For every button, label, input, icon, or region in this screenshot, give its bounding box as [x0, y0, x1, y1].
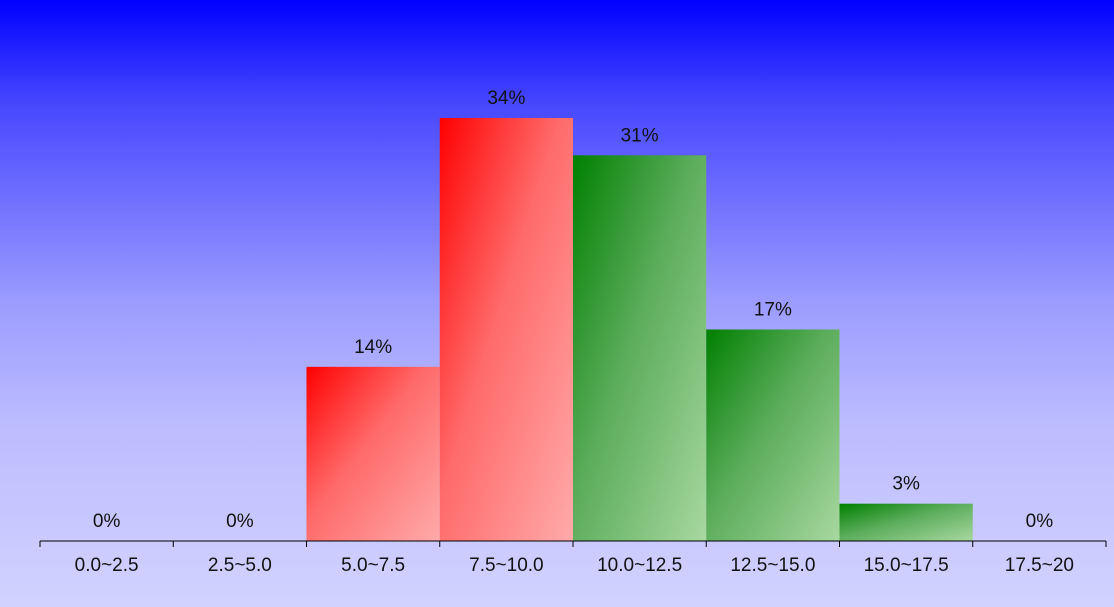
- bar-7.5~10.0: [439, 118, 573, 541]
- data-label: 34%: [487, 88, 525, 109]
- x-axis-ticks: [39, 541, 1107, 547]
- data-label: 17%: [754, 300, 792, 321]
- bars-group: [306, 118, 973, 541]
- data-label: 14%: [354, 337, 392, 358]
- x-tick-label: 5.0~7.5: [341, 555, 405, 576]
- data-label: 0%: [226, 511, 254, 532]
- data-label: 3%: [892, 474, 920, 495]
- x-tick-label: 7.5~10.0: [469, 555, 544, 576]
- data-label: 0%: [93, 511, 121, 532]
- x-tick-label: 10.0~12.5: [597, 555, 682, 576]
- bar-15.0~17.5: [839, 503, 973, 541]
- x-tick-label: 2.5~5.0: [208, 555, 272, 576]
- data-label: 31%: [621, 125, 659, 146]
- x-tick-label: 15.0~17.5: [864, 555, 949, 576]
- bar-12.5~15.0: [706, 329, 840, 541]
- data-label: 0%: [1026, 511, 1054, 532]
- data-labels-group: 0% 0% 14% 34% 31% 17% 3% 0%: [93, 88, 1053, 532]
- x-tick-label: 12.5~15.0: [730, 555, 815, 576]
- x-tick-label: 0.0~2.5: [75, 555, 139, 576]
- x-tick-label: 17.5~20: [1005, 555, 1074, 576]
- bar-5.0~7.5: [306, 366, 440, 541]
- bar-10.0~12.5: [573, 155, 707, 541]
- x-tick-labels-group: 0.0~2.5 2.5~5.0 5.0~7.5 7.5~10.0 10.0~12.5 12…: [75, 555, 1074, 576]
